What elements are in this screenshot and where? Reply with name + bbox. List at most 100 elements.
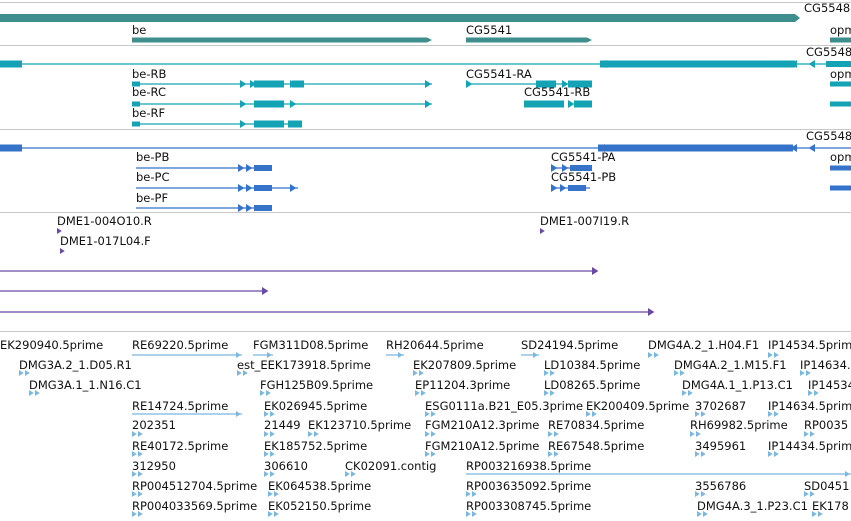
est-label[interactable]: EP11204.3prime xyxy=(415,378,511,392)
exon-block[interactable] xyxy=(254,80,284,88)
gene-label[interactable]: CG5541 xyxy=(466,23,513,37)
protein-label[interactable]: opm xyxy=(830,150,851,164)
est-label[interactable]: DMG4A.2_1.M15.F1 xyxy=(674,358,787,372)
est-label[interactable]: 21449 xyxy=(264,418,301,432)
gene-label[interactable]: be xyxy=(132,23,147,37)
transcript-label[interactable]: CG5548 xyxy=(806,45,851,59)
est-label[interactable]: EK064538.5prime xyxy=(268,479,372,493)
exon-block[interactable] xyxy=(830,81,851,87)
est-label[interactable]: FGM210A12.5prime xyxy=(425,439,540,453)
protein-label[interactable]: CG5541-PB xyxy=(551,170,617,184)
est-label[interactable]: IP14634.5prime xyxy=(768,399,851,413)
protein-block[interactable] xyxy=(570,165,592,171)
est-label[interactable]: DMG3A.2_1.D05.R1 xyxy=(19,358,132,372)
est-label[interactable]: SD0451 xyxy=(804,479,850,493)
est-label[interactable]: RH20644.5prime xyxy=(386,338,484,352)
protein-block[interactable] xyxy=(254,165,272,171)
transcript-label[interactable]: CG5541-RB xyxy=(524,85,591,99)
exon-block[interactable] xyxy=(132,101,140,107)
est-label[interactable]: DMG3A.1_1.N16.C1 xyxy=(29,378,142,392)
protein-block[interactable] xyxy=(254,185,272,191)
protein-label[interactable]: CG5541-PA xyxy=(551,150,616,164)
exon-block[interactable] xyxy=(292,80,304,88)
transcript-label[interactable]: be-RF xyxy=(132,106,166,120)
est-label[interactable]: IP14634. xyxy=(800,358,851,372)
est-label[interactable]: 3495961 xyxy=(695,439,747,453)
protein-label[interactable]: be-PB xyxy=(136,150,170,164)
transcript-label[interactable]: be-RC xyxy=(132,85,166,99)
est-label[interactable]: 3556786 xyxy=(695,479,747,493)
transcript-label[interactable]: be-RB xyxy=(132,67,167,81)
clone-label[interactable]: DME1-004O10.R xyxy=(57,214,152,228)
est-label[interactable]: 312950 xyxy=(132,459,176,473)
clone-label[interactable]: DME1-007I19.R xyxy=(540,214,630,228)
est-label[interactable]: RP003216938.5prime xyxy=(466,459,592,473)
exon-block[interactable] xyxy=(524,100,564,108)
protein-label[interactable]: be-PC xyxy=(136,170,170,184)
exon-block[interactable] xyxy=(826,61,851,67)
protein-block[interactable] xyxy=(830,165,851,171)
gene-block[interactable] xyxy=(132,37,432,43)
est-label[interactable]: FGM311D08.5prime xyxy=(253,338,369,352)
est-label[interactable]: EK052150.5prime xyxy=(268,499,372,513)
est-label[interactable]: ESG0111a.B21_E05.3prime xyxy=(425,399,584,413)
gene-block[interactable] xyxy=(0,14,800,22)
exon-block[interactable] xyxy=(254,120,284,128)
est-label[interactable]: RE69220.5prime xyxy=(132,338,229,352)
transcript-label[interactable]: CG5541-RA xyxy=(466,67,532,81)
est-label[interactable]: EK200409.5prime xyxy=(586,399,690,413)
est-label[interactable]: est_EEK173918.5prime xyxy=(237,358,371,372)
est-label[interactable]: 306610 xyxy=(264,459,308,473)
transcript-label[interactable]: opm xyxy=(830,67,851,81)
est-label[interactable]: 202351 xyxy=(132,418,176,432)
est-label[interactable]: EK026945.5prime xyxy=(264,399,368,413)
est-label[interactable]: RE67548.5prime xyxy=(548,439,645,453)
est-label[interactable]: DMG4A.1_1.P13.C1 xyxy=(682,378,793,392)
protein-block[interactable] xyxy=(598,144,793,152)
gene-label[interactable]: opm xyxy=(830,23,851,37)
est-label[interactable]: RE70834.5prime xyxy=(548,418,645,432)
protein-label[interactable]: CG5548 xyxy=(806,129,851,143)
exon-block[interactable] xyxy=(288,120,302,128)
est-label[interactable]: EK207809.5prime xyxy=(413,358,517,372)
est-label[interactable]: FGM210A12.3prime xyxy=(425,418,540,432)
est-label[interactable]: LD10384.5prime xyxy=(544,358,641,372)
est-label[interactable]: CK02091.contig xyxy=(345,459,437,473)
gene-label[interactable]: CG5548 xyxy=(804,1,851,15)
exon-block[interactable] xyxy=(0,60,22,68)
est-label[interactable]: DMG4A.3_1.P23.C1 xyxy=(697,499,808,513)
protein-block[interactable] xyxy=(254,205,272,211)
protein-block[interactable] xyxy=(830,185,851,191)
est-label[interactable]: FGH125B09.5prime xyxy=(260,378,374,392)
est-label[interactable]: 3702687 xyxy=(695,399,747,413)
clone-label[interactable]: DME1-017L04.F xyxy=(60,234,151,248)
exon-block[interactable] xyxy=(254,100,284,108)
est-label[interactable]: LD08265.5prime xyxy=(544,378,641,392)
exon-block[interactable] xyxy=(536,80,556,88)
est-label[interactable]: EK290940.5prime xyxy=(0,338,104,352)
est-label[interactable]: EK185752.5prime xyxy=(264,439,368,453)
est-label[interactable]: RE40172.5prime xyxy=(132,439,229,453)
est-label[interactable]: IP14534 xyxy=(808,378,851,392)
protein-block[interactable] xyxy=(568,185,586,191)
est-label[interactable]: RP003635092.5prime xyxy=(466,479,592,493)
gene-block[interactable] xyxy=(830,37,851,43)
est-label[interactable]: RP0035 xyxy=(804,418,849,432)
est-label[interactable]: RP004512704.5prime xyxy=(132,479,258,493)
protein-label[interactable]: be-PF xyxy=(136,191,169,205)
est-label[interactable]: EK178 xyxy=(812,499,849,513)
est-label[interactable]: DMG4A.2_1.H04.F1 xyxy=(648,338,760,352)
est-label[interactable]: IP14434.5prime xyxy=(768,439,851,453)
exon-block[interactable] xyxy=(830,101,851,107)
est-label[interactable]: RP004033569.5prime xyxy=(132,499,258,513)
protein-block[interactable] xyxy=(0,144,22,152)
exon-block[interactable] xyxy=(600,60,795,68)
est-label[interactable]: RH69982.5prime xyxy=(690,418,788,432)
est-label[interactable]: SD24194.5prime xyxy=(521,338,619,352)
exon-block[interactable] xyxy=(132,81,140,87)
est-label[interactable]: RE14724.5prime xyxy=(132,399,229,413)
exon-block[interactable] xyxy=(568,80,592,88)
exon-block[interactable] xyxy=(132,121,140,127)
est-label[interactable]: RP003308745.5prime xyxy=(466,499,592,513)
gene-block[interactable] xyxy=(466,37,592,43)
